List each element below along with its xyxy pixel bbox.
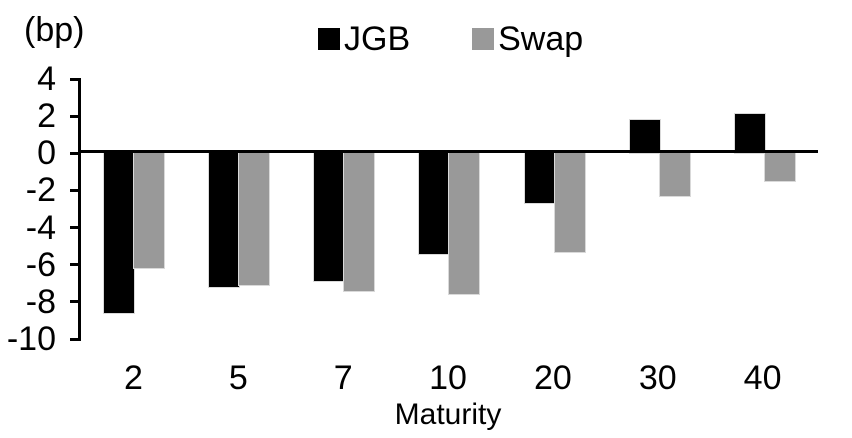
y-tick-label-0: 0 bbox=[37, 134, 56, 173]
y-tick-mark bbox=[70, 226, 81, 230]
bar-jgb-5 bbox=[207, 152, 240, 288]
x-tick-label-30: 30 bbox=[638, 359, 677, 397]
y-tick-label-4: 4 bbox=[37, 60, 56, 98]
x-tick-label-5: 5 bbox=[228, 359, 248, 397]
jgb-series-swatch-icon bbox=[318, 28, 340, 50]
legend-label-jgb: JGB bbox=[344, 20, 411, 58]
bar-group-40 bbox=[713, 79, 818, 339]
bar-jgb-7 bbox=[313, 152, 346, 283]
y-axis-unit-label: (bp) bbox=[24, 11, 85, 49]
x-tick-label-7: 7 bbox=[333, 359, 353, 397]
legend: JGB Swap bbox=[318, 19, 583, 59]
y-axis-tick-labels: 4 2 0 -2 -4 -6 -8 -10 bbox=[0, 0, 56, 438]
y-tick-mark bbox=[70, 151, 81, 155]
bar-swap-5 bbox=[237, 152, 270, 287]
legend-label-swap: Swap bbox=[498, 20, 584, 58]
y-tick-label--10: -10 bbox=[6, 320, 56, 358]
bar-jgb-20 bbox=[523, 152, 556, 205]
bar-swap-30 bbox=[659, 152, 692, 197]
x-tick-label-20: 20 bbox=[533, 359, 572, 397]
legend-item-swap: Swap bbox=[472, 19, 583, 59]
bar-jgb-10 bbox=[418, 152, 451, 255]
y-tick-mark bbox=[70, 300, 81, 304]
x-tick-label-40: 40 bbox=[743, 359, 782, 397]
x-axis-tick-labels: 2 5 7 10 20 30 40 bbox=[81, 358, 815, 398]
y-tick-mark bbox=[70, 114, 81, 118]
bar-swap-40 bbox=[764, 152, 797, 183]
legend-item-jgb: JGB bbox=[318, 19, 410, 59]
y-tick-label--6: -6 bbox=[25, 245, 56, 284]
y-tick-mark bbox=[70, 263, 81, 267]
bar-group-20 bbox=[502, 79, 607, 339]
bar-jgb-40 bbox=[734, 113, 767, 155]
y-tick-label--4: -4 bbox=[25, 208, 56, 247]
bar-group-30 bbox=[607, 79, 712, 339]
y-tick-label--2: -2 bbox=[25, 171, 56, 210]
bar-jgb-2 bbox=[102, 152, 135, 314]
plot-area bbox=[70, 77, 818, 341]
y-tick-label--8: -8 bbox=[25, 282, 56, 321]
bar-swap-10 bbox=[448, 152, 481, 296]
y-tick-label-2: 2 bbox=[37, 97, 56, 136]
bar-groups bbox=[81, 79, 818, 339]
zero-baseline bbox=[81, 150, 818, 154]
y-tick-mark bbox=[70, 77, 81, 81]
x-tick-label-2: 2 bbox=[123, 359, 143, 397]
x-axis-title: Maturity bbox=[394, 398, 502, 431]
bar-group-2 bbox=[81, 79, 186, 339]
bar-group-5 bbox=[186, 79, 291, 339]
y-tick-mark bbox=[70, 188, 81, 192]
y-tick-mark bbox=[70, 337, 81, 341]
bar-jgb-30 bbox=[629, 118, 662, 155]
bar-group-10 bbox=[397, 79, 502, 339]
bar-swap-7 bbox=[343, 152, 376, 292]
bar-group-7 bbox=[292, 79, 397, 339]
x-tick-label-10: 10 bbox=[429, 359, 467, 397]
bar-swap-2 bbox=[132, 152, 165, 270]
bar-swap-20 bbox=[553, 152, 586, 253]
swap-series-swatch-icon bbox=[472, 28, 495, 50]
